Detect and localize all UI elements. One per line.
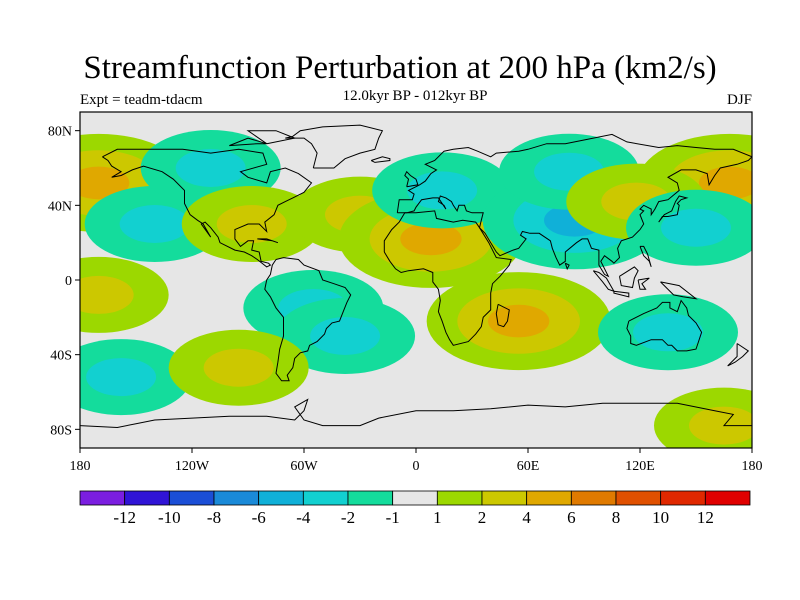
anomaly-contour [488, 304, 550, 338]
anomaly-contour [203, 348, 274, 387]
experiment-label: Expt = teadm-tdacm [80, 92, 203, 108]
colorbar-swatch [704, 490, 751, 506]
colorbar-label: -4 [296, 508, 311, 527]
coastline [264, 257, 352, 382]
colorbar-swatch [570, 490, 617, 506]
anomaly-center [80, 256, 169, 333]
coastline [396, 133, 752, 278]
lat-tick-label: 40S [50, 349, 72, 364]
anomaly-center [654, 387, 752, 448]
anomaly-center [598, 294, 738, 371]
colorbar-swatch [526, 490, 572, 506]
anomaly-contour [80, 166, 130, 200]
colorbar-swatch [660, 490, 706, 506]
coastline [639, 245, 652, 268]
coastline [564, 262, 570, 271]
anomaly-center [426, 272, 611, 371]
anomaly-center [168, 329, 309, 406]
coastline [626, 299, 703, 352]
lon-tick-label: 0 [413, 459, 420, 474]
coastline [80, 398, 752, 429]
colorbar-label: 12 [697, 508, 714, 527]
colorbar-label: 4 [522, 508, 531, 527]
anomaly-contour [310, 317, 381, 355]
colorbar-label: -2 [341, 508, 355, 527]
anomaly-center [626, 189, 752, 266]
lat-tick-label: 80S [50, 423, 72, 438]
colorbar-swatch [124, 490, 170, 506]
coastline [727, 343, 750, 367]
colorbar-swatch [615, 490, 662, 506]
period-label: 12.0kyr BP - 012kyr BP [342, 88, 488, 104]
colorbar-label: -6 [252, 508, 266, 527]
colorbar-swatch [436, 490, 483, 506]
coastline [637, 277, 650, 290]
coastline [404, 170, 419, 188]
colorbar-label: 8 [612, 508, 621, 527]
coastline [383, 210, 512, 346]
lon-tick-label: 120E [625, 459, 655, 474]
colorbar-label: 10 [652, 508, 669, 527]
coastline [285, 124, 384, 169]
lat-tick-label: 80N [48, 125, 72, 140]
colorbar-label: -10 [158, 508, 181, 527]
anomaly-contour [661, 208, 731, 247]
anomaly-field [80, 130, 752, 448]
coastline [257, 238, 279, 244]
colorbar-swatch [481, 490, 528, 506]
lon-tick-label: 60E [517, 459, 540, 474]
lat-tick-label: 40N [48, 199, 72, 214]
coastline [246, 130, 297, 145]
anomaly-center [275, 298, 416, 374]
coastline [660, 281, 698, 300]
anomaly-contour [175, 149, 246, 187]
colorbar-swatch [168, 490, 215, 506]
coastline [102, 148, 313, 268]
colorbar-label: 2 [478, 508, 487, 527]
colorbar-label: 6 [567, 508, 576, 527]
colorbar-swatch [392, 490, 438, 506]
coastline [495, 303, 510, 328]
coastline [658, 195, 689, 223]
coastline [619, 266, 639, 289]
colorbar-label: -12 [113, 508, 136, 527]
coastline [613, 290, 630, 298]
coastlines [80, 124, 752, 429]
colorbar-swatch [213, 490, 260, 506]
anomaly-contour [86, 358, 157, 397]
anomaly-center [338, 189, 523, 288]
colorbar-label: -8 [207, 508, 221, 527]
anomaly-contour [689, 406, 752, 445]
colorbar-swatch [347, 490, 394, 506]
lon-tick-label: 120W [175, 459, 210, 474]
map-title: Streamfunction Perturbation at 200 hPa (… [83, 50, 717, 86]
anomaly-center [80, 339, 192, 416]
lon-tick-label: 60W [290, 459, 318, 474]
colorbar-swatch [79, 490, 126, 506]
anomaly-contour [119, 205, 190, 243]
colorbar-label: -1 [386, 508, 400, 527]
lon-tick-label: 180 [70, 459, 91, 474]
lon-tick-label: 180 [742, 459, 763, 474]
axis-ticks: 80N 40N 0 40S 80S 180 120W 60W 0 60E 120E 180 [48, 125, 763, 474]
colorbar-label: 1 [433, 508, 442, 527]
anomaly-center [84, 186, 225, 262]
season-label: DJF [726, 92, 752, 108]
coastline [370, 156, 391, 163]
anomaly-contour [407, 171, 478, 210]
anomaly-contour [633, 313, 703, 352]
anomaly-contour [80, 275, 134, 314]
anomaly-contour [400, 222, 462, 256]
lat-tick-label: 0 [65, 274, 72, 289]
anomaly-center [372, 152, 513, 229]
colorbar-swatch [258, 490, 304, 506]
colorbar-swatch [302, 490, 349, 506]
